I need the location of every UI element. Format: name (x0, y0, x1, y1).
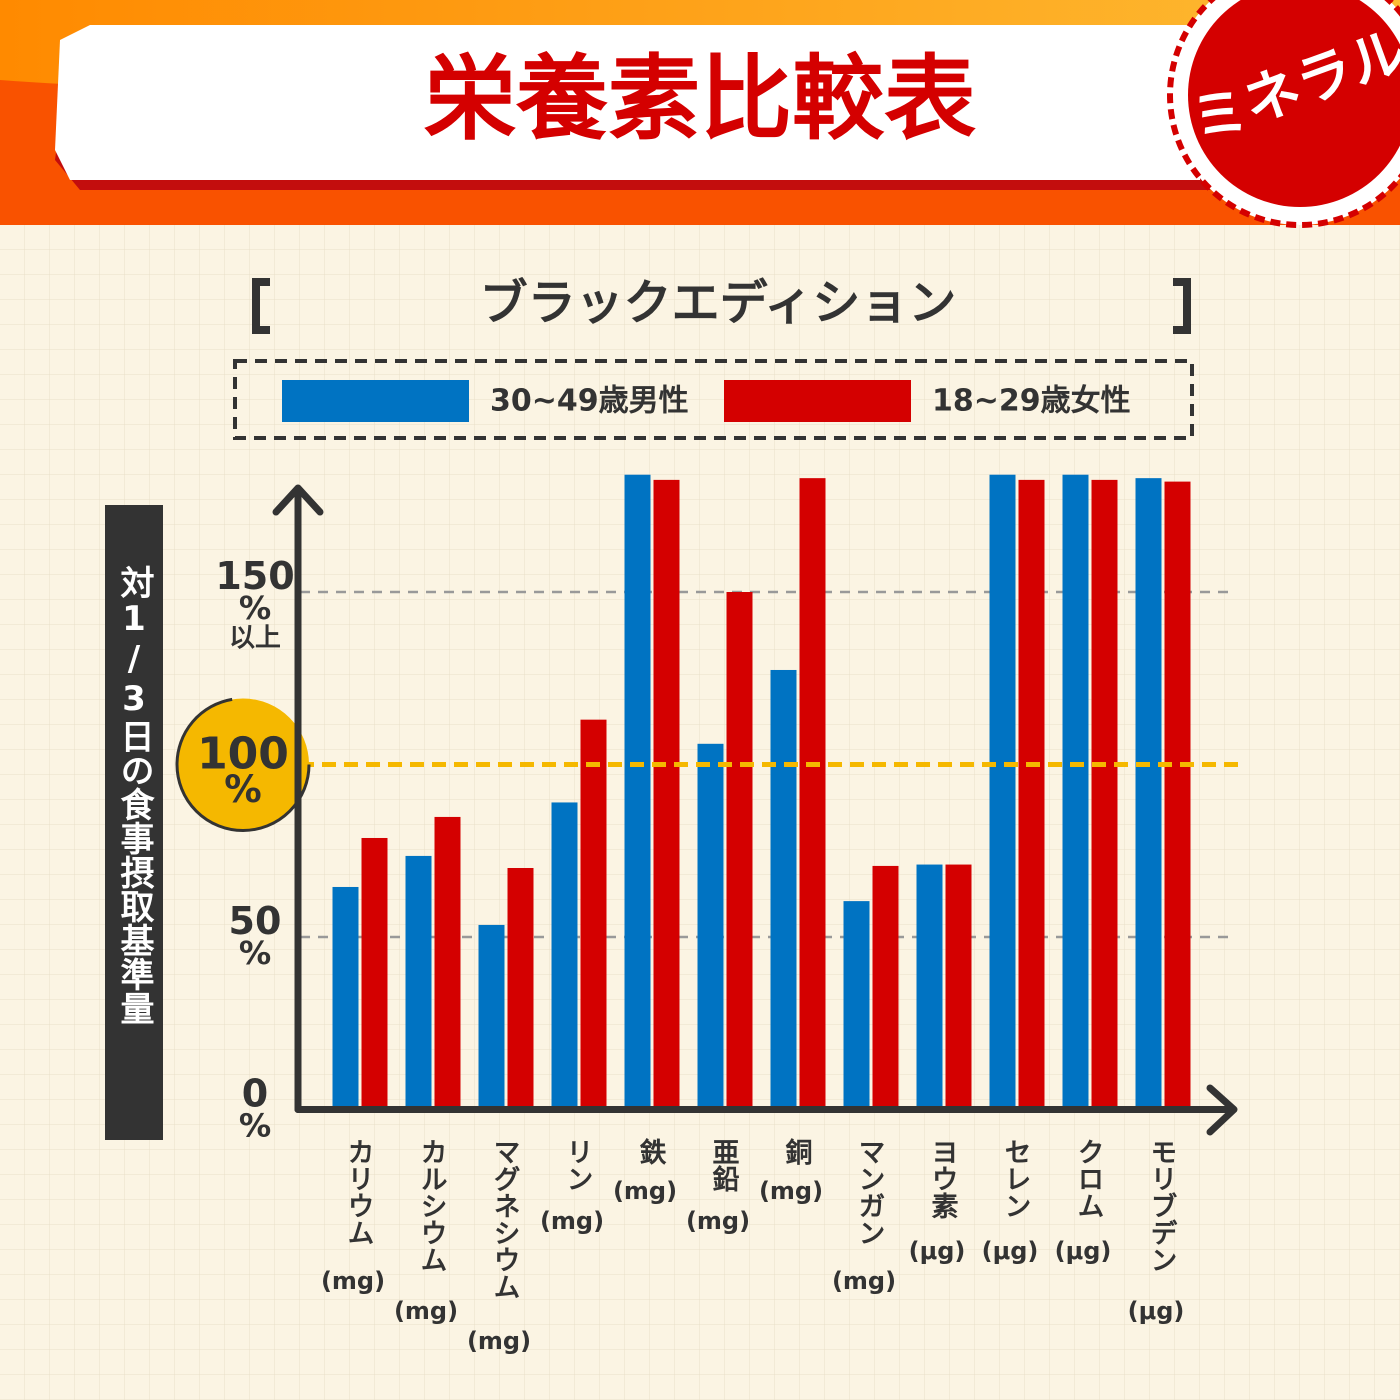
x-tick-label: 銅 (781, 1137, 813, 1166)
reference-label: 100% (197, 729, 289, 811)
ylabel-box (105, 505, 163, 1140)
x-tick-unit: (mg) (394, 1297, 458, 1325)
legend-swatch (724, 380, 911, 422)
bar (653, 479, 680, 1110)
y-tick-label: 0% (239, 1071, 271, 1144)
bar (1091, 479, 1118, 1110)
x-tick-unit: (μg) (982, 1237, 1039, 1265)
chart-title: ブラックエディション (480, 275, 957, 331)
x-tick-unit: (mg) (759, 1177, 823, 1205)
x-tick-unit: (mg) (321, 1267, 385, 1295)
x-tick-label: マンガン (854, 1138, 885, 1246)
bar (770, 669, 797, 1110)
legend-box (233, 359, 1194, 440)
bar (507, 868, 534, 1110)
bar (1018, 479, 1045, 1110)
bracket-left (252, 278, 270, 334)
bar (1164, 481, 1191, 1110)
bar (580, 719, 607, 1110)
x-tick-unit: (mg) (467, 1327, 531, 1355)
x-tick-unit: (mg) (686, 1207, 750, 1235)
x-tick-label: 鉄 (635, 1137, 667, 1165)
x-axis (294, 1084, 1238, 1136)
ribbon (55, 25, 1220, 180)
bar (551, 802, 578, 1110)
y-axis-label: 対1/3日の食事摂取基準量 (114, 565, 154, 1025)
x-tick-unit: (mg) (613, 1177, 677, 1205)
bar (799, 478, 826, 1110)
bar (726, 592, 753, 1110)
bar (478, 924, 505, 1110)
badge: ミネラル (1167, 0, 1400, 228)
x-tick-unit: (mg) (540, 1207, 604, 1235)
bar (1062, 474, 1089, 1110)
y-tick-label: 150 %以上 (215, 554, 294, 653)
bar (916, 864, 943, 1110)
x-tick-label: リン (562, 1138, 593, 1192)
y-axis (272, 484, 324, 1113)
x-tick-label: カリウム (343, 1138, 374, 1246)
reference-badge (175, 697, 311, 832)
x-tick-unit: (μg) (909, 1237, 966, 1265)
bar (843, 901, 870, 1110)
bar (1135, 478, 1162, 1110)
bar (434, 816, 461, 1110)
bar (361, 837, 388, 1110)
x-tick-label: クロム (1073, 1138, 1104, 1219)
bar (332, 886, 359, 1110)
legend-label: 30~49歳男性 (490, 384, 689, 419)
page-title: 栄養素比較表 (424, 45, 976, 152)
bar (405, 855, 432, 1110)
x-tick-unit: (μg) (1055, 1237, 1112, 1265)
x-tick-unit: (mg) (832, 1267, 896, 1295)
bracket-right (1173, 278, 1191, 334)
legend-label: 18~29歳女性 (932, 384, 1131, 419)
x-tick-unit: (μg) (1128, 1297, 1185, 1325)
y-tick-label: 50% (229, 899, 282, 972)
x-tick-label: マグネシウム (489, 1138, 520, 1300)
bar (697, 743, 724, 1110)
bar (624, 474, 651, 1110)
x-tick-label: モリブデン (1146, 1138, 1177, 1273)
bar (945, 864, 972, 1110)
bar (989, 474, 1016, 1110)
bar (872, 865, 899, 1110)
legend-swatch (282, 380, 469, 422)
x-tick-label: セレン (1000, 1138, 1031, 1219)
x-tick-label: 亜鉛 (708, 1138, 740, 1192)
x-tick-label: カルシウム (416, 1138, 447, 1273)
x-tick-label: ヨウ素 (927, 1138, 959, 1219)
